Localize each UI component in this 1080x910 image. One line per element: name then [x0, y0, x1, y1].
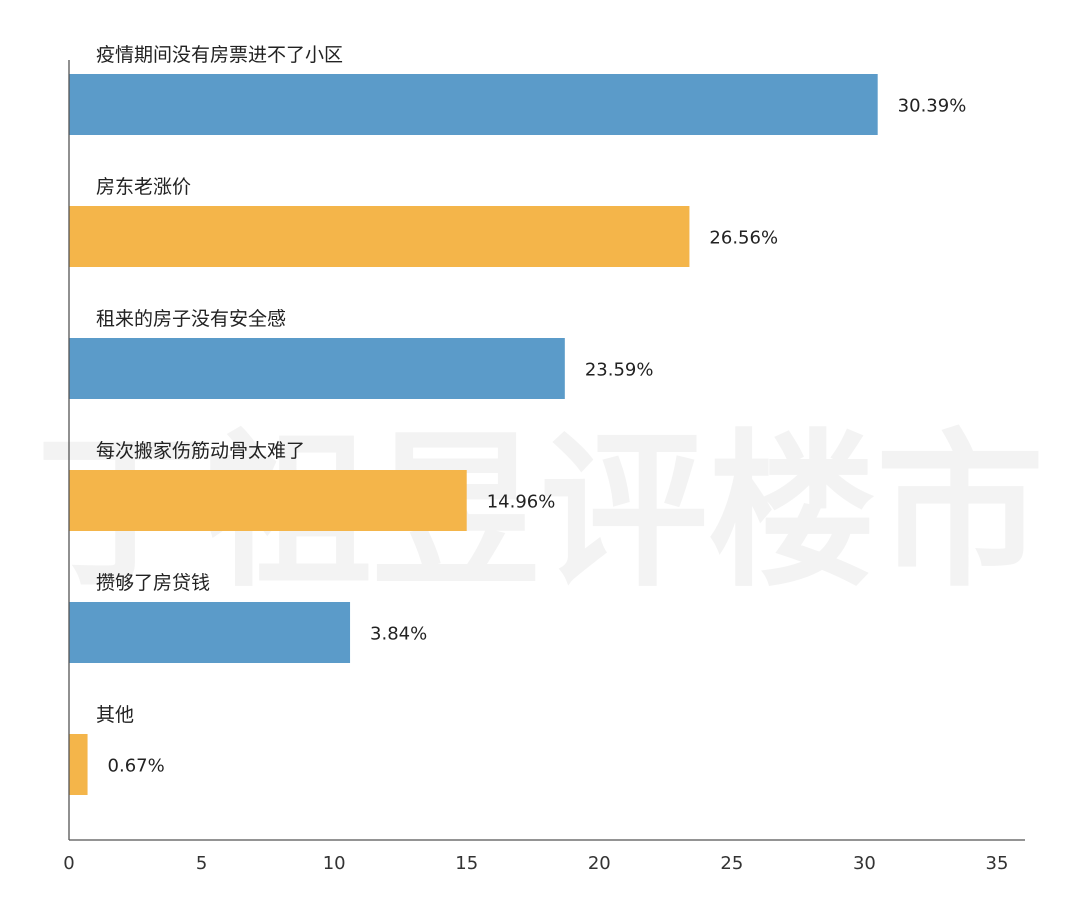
x-tick-label: 0	[63, 853, 74, 874]
x-tick-label: 35	[986, 853, 1009, 874]
bar	[69, 338, 565, 399]
category-label: 其他	[96, 704, 134, 726]
bar	[69, 470, 467, 531]
bar	[69, 74, 878, 135]
bar	[69, 734, 88, 795]
value-label: 26.56%	[709, 228, 778, 249]
category-label: 租来的房子没有安全感	[96, 308, 286, 330]
x-tick-label: 30	[853, 853, 876, 874]
value-label: 0.67%	[108, 756, 165, 777]
x-tick-label: 5	[196, 853, 207, 874]
category-label: 疫情期间没有房票进不了小区	[96, 44, 343, 66]
category-label: 房东老涨价	[96, 176, 191, 198]
value-label: 14.96%	[487, 492, 556, 513]
value-label: 3.84%	[370, 624, 427, 645]
x-axis-ticks: 0 5 10 15 20 25 30 35	[63, 853, 1008, 874]
x-tick-label: 15	[455, 853, 478, 874]
bar	[69, 602, 351, 663]
x-tick-label: 20	[588, 853, 611, 874]
bar	[69, 206, 690, 267]
category-label: 攒够了房贷钱	[96, 572, 210, 594]
bars-layer: 疫情期间没有房票进不了小区 30.39% 房东老涨价 26.56% 租来的房子没有安全感…	[69, 44, 966, 795]
value-label: 30.39%	[898, 96, 967, 117]
x-tick-label: 10	[323, 853, 346, 874]
category-label: 每次搬家伤筋动骨太难了	[96, 440, 305, 462]
x-tick-label: 25	[720, 853, 743, 874]
value-label: 23.59%	[585, 360, 654, 381]
